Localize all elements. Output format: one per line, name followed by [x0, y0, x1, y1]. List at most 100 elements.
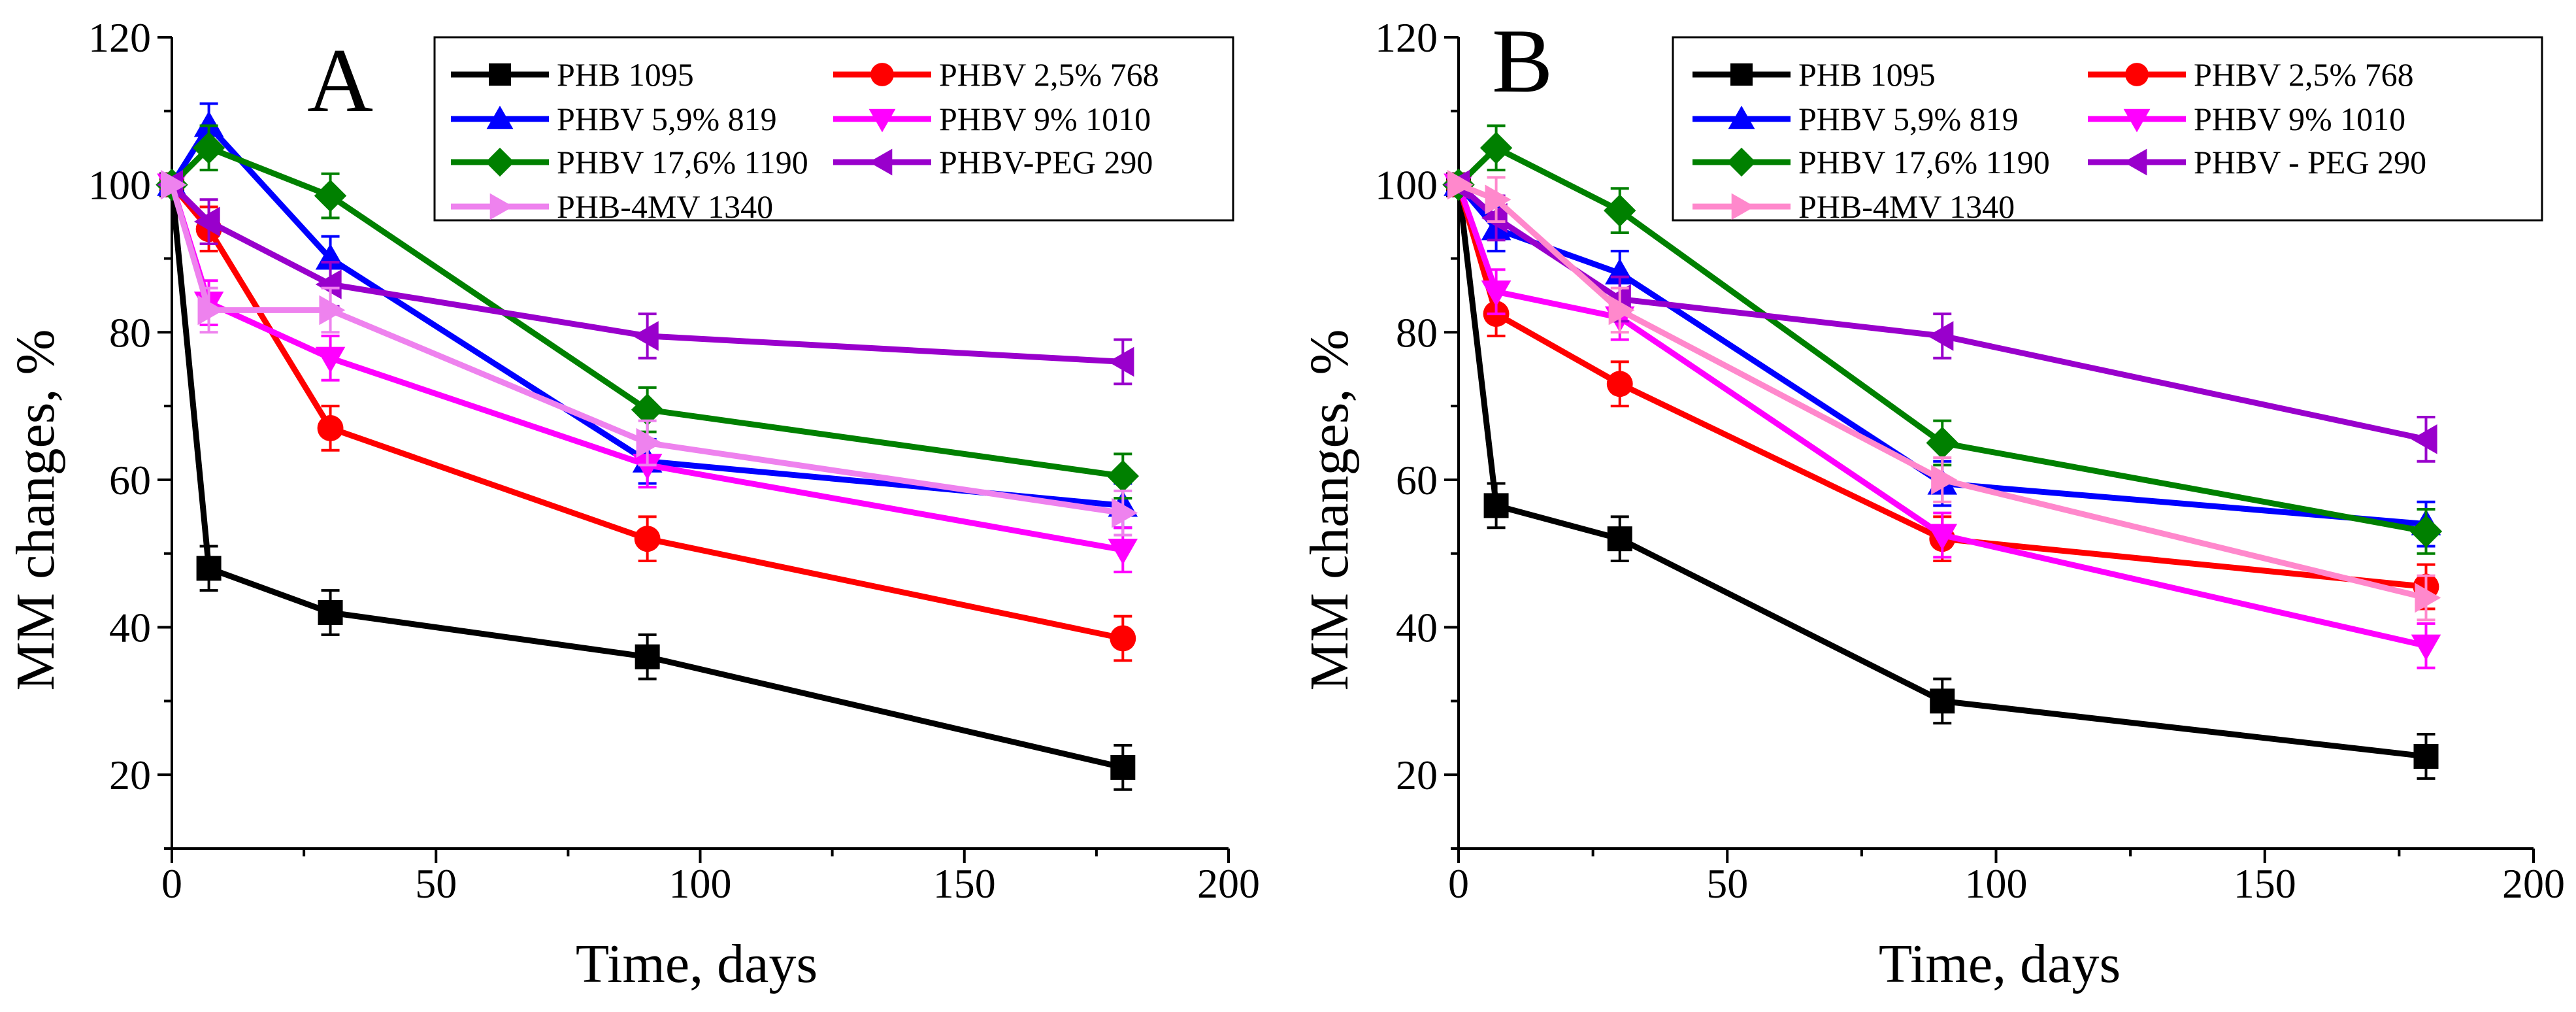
data-point	[1927, 524, 1958, 550]
legend-marker	[485, 147, 515, 177]
x-tick-label: 200	[1197, 860, 1260, 907]
data-point	[1926, 426, 1958, 460]
legend-label: PHBV 9% 1010	[2194, 101, 2405, 137]
legend-item: PHBV 17,6% 1190	[451, 144, 808, 180]
data-point	[1112, 498, 1138, 528]
data-point	[2411, 634, 2441, 661]
legend-label: PHBV 2,5% 768	[939, 56, 1159, 93]
data-point	[1481, 203, 1508, 233]
legend-item: PHBV 2,5% 768	[2088, 56, 2414, 93]
y-tick-label: 120	[88, 14, 151, 61]
data-point	[2409, 515, 2443, 548]
x-tick-label: 150	[2234, 860, 2296, 907]
legend-label: PHBV 17,6% 1190	[557, 144, 808, 180]
legend-label: PHBV 2,5% 768	[2194, 56, 2414, 93]
data-point	[635, 644, 660, 669]
legend-label: PHBV 17,6% 1190	[1798, 144, 2050, 180]
data-point	[2411, 424, 2437, 454]
data-point	[636, 428, 663, 458]
legend-marker	[868, 148, 893, 176]
data-point	[1106, 460, 1139, 492]
data-point	[317, 414, 344, 441]
data-point	[634, 526, 661, 552]
panel-b-y-axis-title: MM changes, %	[1299, 329, 1360, 691]
y-tick-label: 80	[109, 309, 151, 356]
legend-item: PHBV 9% 1010	[2088, 101, 2405, 137]
panel-a: A Time, days MM changes, %	[5, 30, 817, 994]
legend-marker	[1726, 147, 1757, 177]
x-tick-label: 50	[415, 860, 457, 907]
legend-marker	[489, 193, 514, 220]
data-point	[632, 454, 663, 481]
data-point	[196, 556, 222, 581]
plot-area-b: 0 50 100 150 200 20 40 60 80 100 120 PHB 1095 PHBV 2…	[1375, 14, 2565, 907]
x-tick-label: 100	[1965, 860, 2028, 907]
data-point	[1930, 688, 1955, 714]
x-tick-label: 0	[161, 860, 182, 907]
series-line	[1455, 184, 2427, 649]
data-point	[2413, 743, 2439, 769]
legend-label: PHB-4MV 1340	[557, 188, 773, 225]
data-point	[1927, 321, 1954, 351]
panel-b: B Time, days MM changes, %	[1299, 10, 2121, 994]
legend: PHB 1095 PHBV 2,5% 768 PHBV 5,9% 819 PHBV 9…	[433, 36, 1234, 225]
panel-b-x-axis-title: Time, days	[1879, 934, 2121, 994]
series-diamond	[1442, 124, 2443, 555]
panel-a-x-axis-title: Time, days	[576, 934, 817, 994]
panel-a-letter: A	[307, 30, 373, 131]
legend-label: PHB 1095	[1798, 56, 1936, 93]
data-point	[1479, 131, 1513, 164]
legend-label: PHB-4MV 1340	[1798, 188, 2015, 225]
legend-item: PHBV - PEG 290	[2088, 144, 2426, 180]
legend-marker	[1731, 193, 1755, 220]
legend-marker	[489, 63, 511, 86]
data-point	[1604, 194, 1636, 227]
legend-item: PHBV 5,9% 819	[451, 101, 777, 137]
y-tick-label: 60	[109, 457, 151, 503]
series-triangle-right	[160, 169, 1138, 537]
data-point	[631, 394, 664, 426]
x-tick-label: 100	[669, 860, 732, 907]
data-point	[1608, 295, 1635, 326]
data-point	[197, 295, 224, 326]
legend-item: PHB 1095	[1693, 56, 1936, 93]
legend-box	[433, 36, 1234, 222]
legend-marker	[1730, 63, 1753, 86]
legend-marker	[868, 109, 896, 133]
legend-label: PHBV 5,9% 819	[557, 101, 777, 137]
y-tick-label: 20	[1396, 752, 1438, 798]
x-tick-label: 150	[933, 860, 996, 907]
x-tick-label: 0	[1448, 860, 1469, 907]
legend-marker	[2123, 109, 2151, 133]
y-tick-label: 80	[1396, 309, 1438, 356]
data-point	[314, 179, 347, 212]
data-point	[193, 207, 220, 237]
y-tick-label: 100	[1375, 162, 1438, 209]
legend-item: PHBV 9% 1010	[833, 101, 1151, 137]
legend-label: PHB 1095	[557, 56, 694, 93]
legend-label: PHBV - PEG 290	[2194, 144, 2426, 180]
panel-b-letter: B	[1492, 10, 1553, 112]
legend-item: PHBV 17,6% 1190	[1693, 144, 2050, 180]
data-point	[1447, 169, 1474, 200]
data-point	[1108, 346, 1134, 377]
legend-item: PHBV 5,9% 819	[1693, 101, 2019, 137]
legend-marker	[2125, 63, 2149, 86]
data-point	[2415, 582, 2441, 613]
data-point	[1606, 371, 1633, 397]
y-tick-label: 120	[1375, 14, 1438, 61]
data-point	[1110, 754, 1136, 780]
legend-item: PHB-4MV 1340	[1693, 188, 2015, 225]
legend-box	[1672, 36, 2543, 222]
legend-label: PHBV 9% 1010	[939, 101, 1151, 137]
y-tick-label: 40	[1396, 605, 1438, 651]
y-tick-label: 20	[109, 752, 151, 798]
data-point	[193, 110, 224, 137]
legend-item: PHB 1095	[451, 56, 694, 93]
data-point	[1483, 493, 1509, 518]
data-point	[192, 131, 225, 164]
legend-item: PHBV-PEG 290	[833, 144, 1153, 180]
x-tick-label: 200	[2502, 860, 2565, 907]
data-point	[318, 599, 343, 625]
legend-label: PHBV-PEG 290	[939, 144, 1153, 180]
